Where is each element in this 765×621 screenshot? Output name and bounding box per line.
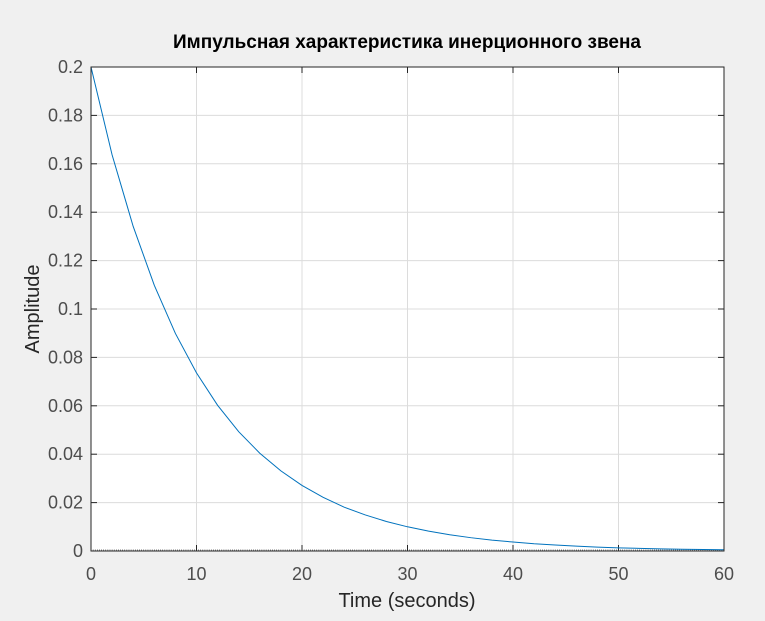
y-tick-label: 0.02 [48,493,83,513]
y-tick-label: 0.18 [48,105,83,125]
y-tick-label: 0 [73,541,83,561]
y-tick-label: 0.12 [48,251,83,271]
y-tick-label: 0.16 [48,154,83,174]
x-tick-label: 60 [714,564,734,584]
impulse-response-line [90,66,725,551]
y-tick-label: 0.2 [58,57,83,77]
x-tick-label: 10 [186,564,206,584]
x-tick-label: 20 [292,564,312,584]
x-tick-label: 40 [503,564,523,584]
y-tick-label: 0.1 [58,299,83,319]
chart-title: Импульсная характеристика инерционного з… [173,32,641,53]
tick-labels: 0 10 20 30 40 50 60 0 0.02 0.04 0.06 0.08 0.1 0.12 0.1… [48,57,734,584]
y-tick-label: 0.14 [48,202,83,222]
y-tick-label: 0.06 [48,396,83,416]
x-tick-label: 50 [608,564,628,584]
y-tick-label: 0.04 [48,444,83,464]
y-tick-label: 0.08 [48,347,83,367]
axes-box [90,66,725,552]
plot-area [90,66,725,551]
x-tick-label: 0 [86,564,96,584]
y-axis-label: Amplitude [22,265,44,354]
x-axis-label: Time (seconds) [338,590,475,612]
x-tick-label: 30 [397,564,417,584]
